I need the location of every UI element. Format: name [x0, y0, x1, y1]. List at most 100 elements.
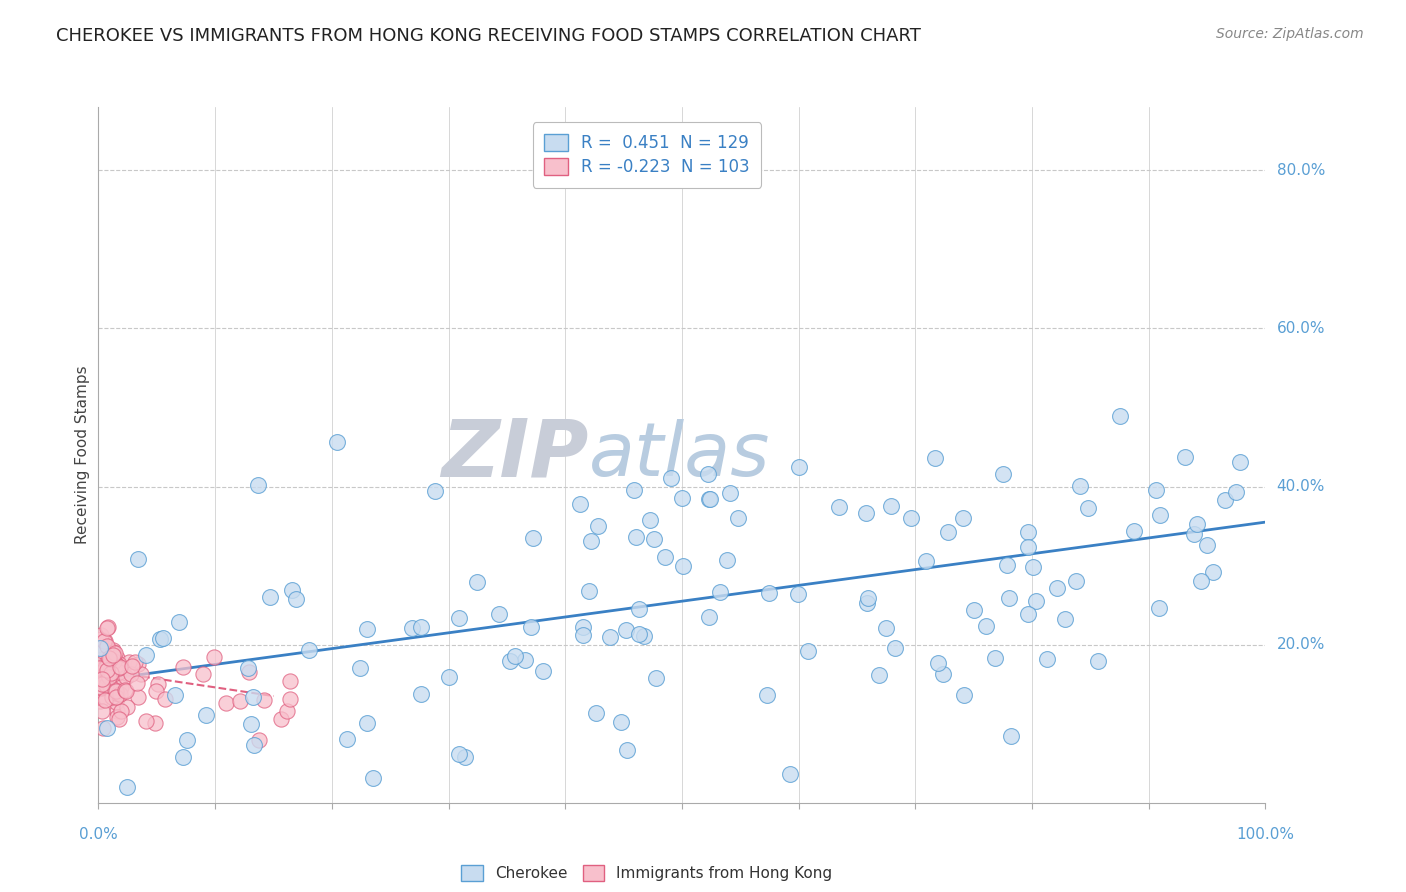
Point: [1202, 565, 1225, 579]
Point: [135, 648, 157, 662]
Point: [93, 644, 115, 658]
Point: [96, 639, 118, 653]
Point: [143, 715, 166, 730]
Point: [105, 651, 128, 665]
Point: [215, 696, 238, 710]
Point: [89, 640, 111, 655]
Point: [787, 459, 810, 474]
Point: [148, 677, 170, 691]
Point: [90, 632, 112, 647]
Point: [1017, 607, 1039, 622]
Point: [409, 687, 432, 701]
Point: [1174, 450, 1197, 464]
Point: [953, 688, 976, 702]
Point: [581, 534, 603, 549]
Point: [1025, 594, 1047, 608]
Point: [280, 583, 302, 598]
Point: [1000, 729, 1022, 743]
Point: [191, 667, 214, 681]
Point: [105, 686, 128, 700]
Point: [447, 611, 470, 625]
Point: [115, 670, 138, 684]
Text: 100.0%: 100.0%: [1236, 827, 1295, 841]
Point: [91, 673, 114, 688]
Point: [165, 688, 187, 702]
Point: [828, 500, 851, 514]
Point: [697, 609, 720, 624]
Point: [997, 591, 1019, 606]
Point: [787, 587, 810, 601]
Point: [586, 519, 609, 533]
Point: [1122, 524, 1144, 538]
Point: [709, 585, 731, 599]
Point: [1187, 517, 1209, 532]
Point: [94, 661, 117, 675]
Point: [91, 704, 114, 718]
Point: [107, 658, 129, 673]
Point: [98, 664, 121, 678]
Point: [124, 655, 146, 669]
Point: [172, 659, 194, 673]
Point: [98, 651, 121, 665]
Point: [242, 690, 264, 704]
Point: [91, 651, 114, 665]
Point: [90, 628, 112, 642]
Point: [627, 601, 650, 615]
Point: [671, 491, 693, 505]
Point: [280, 673, 302, 688]
Point: [1229, 455, 1251, 469]
Point: [270, 712, 292, 726]
Point: [108, 660, 131, 674]
Point: [285, 592, 308, 607]
Point: [93, 633, 115, 648]
Point: [1054, 612, 1077, 626]
Point: [995, 558, 1018, 572]
Point: [100, 665, 122, 680]
Point: [326, 434, 349, 449]
Text: atlas: atlas: [589, 419, 770, 491]
Point: [91, 676, 114, 690]
Point: [758, 586, 780, 600]
Point: [880, 499, 903, 513]
Point: [110, 680, 132, 694]
Point: [117, 780, 139, 794]
Point: [101, 690, 124, 704]
Point: [991, 467, 1014, 482]
Point: [974, 618, 997, 632]
Point: [1149, 601, 1171, 615]
Point: [718, 485, 741, 500]
Point: [94, 692, 117, 706]
Point: [796, 644, 818, 658]
Point: [1069, 478, 1091, 492]
Point: [1225, 484, 1247, 499]
Point: [98, 657, 121, 672]
Point: [243, 738, 266, 752]
Point: [900, 510, 922, 524]
Point: [89, 681, 111, 695]
Point: [356, 622, 378, 636]
Point: [96, 621, 118, 635]
Point: [104, 683, 127, 698]
Point: [616, 743, 638, 757]
Point: [90, 680, 112, 694]
Point: [108, 687, 131, 701]
Point: [1046, 582, 1069, 596]
Point: [87, 690, 110, 705]
Point: [96, 654, 118, 668]
Point: [1109, 409, 1132, 423]
Text: 80.0%: 80.0%: [1277, 163, 1324, 178]
Point: [727, 511, 749, 525]
Point: [108, 665, 131, 679]
Point: [97, 668, 120, 682]
Point: [1149, 508, 1171, 522]
Point: [90, 674, 112, 689]
Point: [349, 661, 371, 675]
Point: [952, 510, 974, 524]
Point: [298, 643, 321, 657]
Point: [361, 771, 384, 785]
Point: [259, 590, 281, 604]
Point: [108, 660, 131, 674]
Text: CHEROKEE VS IMMIGRANTS FROM HONG KONG RECEIVING FOOD STAMPS CORRELATION CHART: CHEROKEE VS IMMIGRANTS FROM HONG KONG RE…: [56, 27, 921, 45]
Point: [110, 704, 132, 718]
Point: [89, 661, 111, 675]
